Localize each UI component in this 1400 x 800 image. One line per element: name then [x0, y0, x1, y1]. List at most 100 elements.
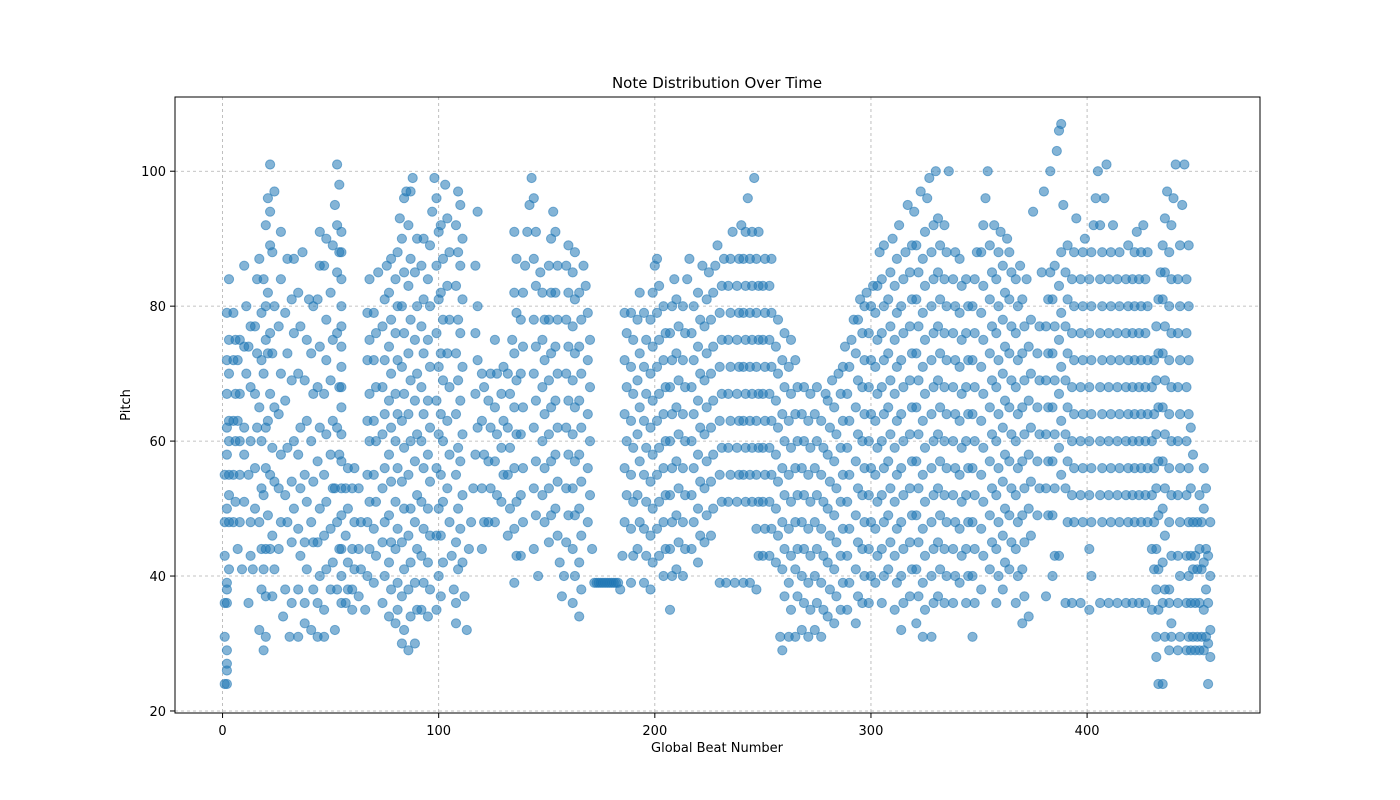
data-point: [1159, 483, 1171, 494]
data-point: [254, 402, 265, 413]
data-point: [822, 395, 833, 406]
data-point: [561, 368, 572, 379]
data-point: [1025, 368, 1037, 379]
data-point: [692, 503, 704, 514]
data-point: [1086, 301, 1097, 312]
data-point: [515, 550, 526, 561]
data-point: [1056, 118, 1067, 130]
data-point: [904, 429, 916, 440]
data-point: [267, 530, 278, 541]
data-point: [1114, 409, 1125, 420]
data-point: [1053, 334, 1065, 345]
data-point: [418, 294, 429, 305]
data-point: [509, 402, 520, 413]
ticks-layer: 0 100 200 300 400 20 40 60 80 100: [141, 165, 1099, 739]
data-point: [418, 233, 429, 244]
data-point: [984, 564, 995, 575]
data-point: [561, 422, 572, 433]
data-point: [396, 591, 407, 602]
data-point: [976, 469, 987, 480]
data-point: [543, 260, 555, 271]
data-point: [809, 409, 820, 420]
data-point: [671, 510, 682, 521]
data-point: [340, 597, 351, 609]
data-point: [863, 382, 874, 393]
data-point: [1151, 543, 1162, 555]
data-point: [824, 476, 836, 487]
data-point: [919, 334, 931, 345]
data-point: [798, 543, 810, 555]
data-point: [1159, 213, 1171, 224]
data-point: [751, 253, 762, 264]
data-point: [701, 402, 712, 413]
data-point: [457, 490, 468, 501]
data-point: [1060, 483, 1071, 494]
data-point: [991, 597, 1002, 609]
data-point: [961, 490, 972, 501]
data-point: [336, 456, 347, 467]
data-point: [961, 436, 972, 447]
data-point: [522, 226, 533, 237]
data-point: [1164, 301, 1175, 312]
data-point: [552, 314, 563, 325]
data-point: [373, 267, 384, 278]
data-point: [932, 213, 944, 224]
data-point: [991, 382, 1002, 393]
data-point: [252, 422, 263, 433]
data-point: [645, 530, 656, 541]
data-point: [247, 564, 258, 575]
data-point: [870, 469, 881, 480]
data-point: [805, 550, 816, 561]
data-point: [919, 550, 931, 561]
data-point: [515, 314, 526, 325]
data-point: [236, 564, 248, 575]
data-point: [997, 260, 1008, 271]
data-point: [405, 503, 416, 514]
data-point: [982, 166, 993, 177]
data-point: [831, 429, 842, 440]
data-point: [265, 388, 276, 399]
data-point: [334, 179, 345, 190]
data-point: [1159, 530, 1171, 541]
data-point: [368, 523, 379, 534]
data-point: [245, 436, 256, 447]
data-point: [677, 570, 689, 582]
data-point: [991, 436, 1002, 447]
data-point: [870, 577, 881, 588]
data-point: [1200, 584, 1212, 595]
data-point: [1114, 517, 1125, 528]
data-point: [1183, 240, 1194, 251]
data-point: [1181, 436, 1192, 447]
data-point: [772, 422, 784, 433]
data-point: [885, 537, 896, 548]
data-point: [779, 436, 790, 447]
data-point: [671, 294, 682, 305]
data-point: [1053, 280, 1065, 291]
data-point: [939, 436, 950, 447]
data-point: [1105, 517, 1117, 528]
data-point: [876, 543, 887, 555]
data-point: [1200, 483, 1212, 494]
data-point: [1045, 166, 1056, 177]
data-point: [405, 557, 416, 568]
data-point: [796, 570, 807, 582]
data-point: [1062, 456, 1073, 467]
data-point: [312, 597, 323, 609]
data-point: [308, 476, 319, 487]
data-point: [1172, 550, 1184, 561]
data-point: [978, 334, 989, 345]
data-point: [1075, 274, 1086, 285]
data-point: [1032, 510, 1043, 521]
data-point: [463, 543, 474, 555]
data-point: [416, 436, 427, 447]
data-point: [336, 274, 347, 285]
data-point: [770, 341, 782, 352]
data-point: [1028, 206, 1039, 217]
data-point: [926, 409, 937, 420]
data-point: [319, 604, 330, 615]
data-point: [574, 503, 585, 514]
data-point: [1097, 247, 1108, 258]
data-point: [621, 490, 632, 501]
data-point: [284, 631, 295, 642]
data-point: [785, 550, 797, 561]
